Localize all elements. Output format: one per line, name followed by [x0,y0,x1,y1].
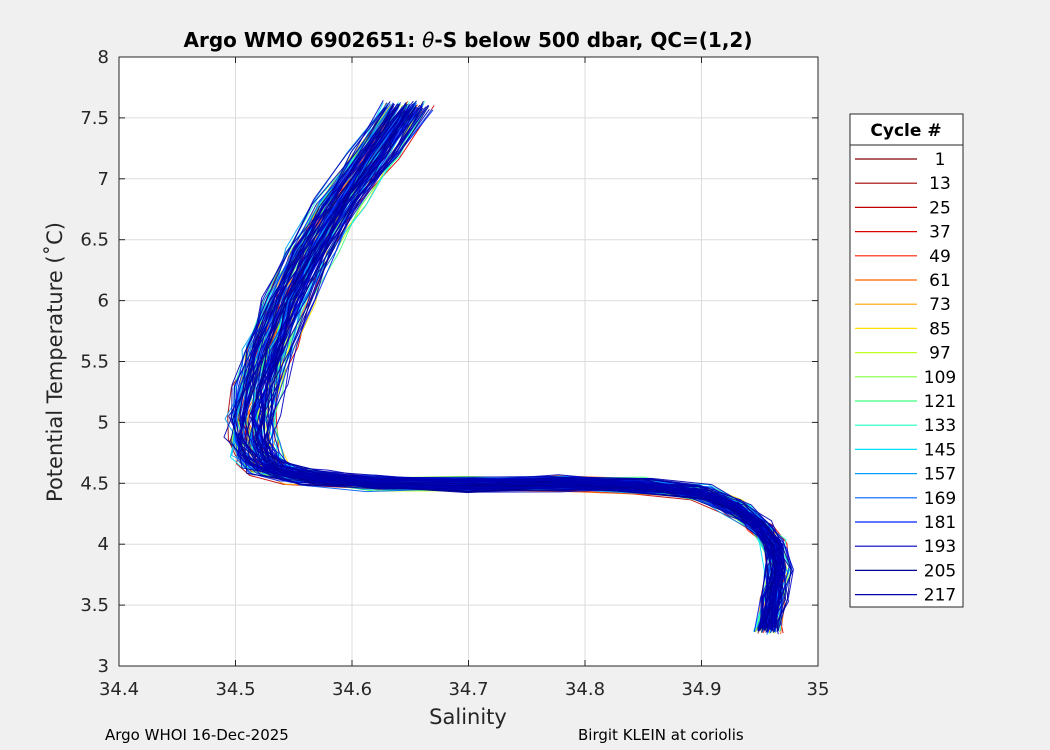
y-tick-labels: 3 3.5 4 4.5 5 5.5 6 6.5 7 7.5 8 [80,47,818,677]
legend-label: 85 [929,319,951,339]
profile-line [265,105,787,626]
profile-line [263,107,776,634]
x-tick-labels: 34.4 34.5 34.6 34.7 34.8 34.9 35 [99,57,829,700]
x-tick-label: 35 [807,679,830,700]
legend-label: 181 [924,513,956,533]
legend-label: 145 [924,440,956,460]
profile-line [230,107,777,630]
legend-label: 121 [924,392,956,412]
x-tick-label: 34.4 [99,679,139,700]
legend-box [849,113,964,608]
y-tick-label: 4 [98,534,109,555]
legend-label: 205 [924,561,956,581]
x-tick-label: 34.8 [565,679,605,700]
legend-label: 73 [929,295,951,315]
legend-label: 13 [929,174,951,194]
legend-label: 37 [929,223,951,243]
y-tick-label: 5 [98,412,109,433]
y-tick-label: 6 [98,291,109,312]
legend-label: 157 [924,465,956,485]
legend-label: 133 [924,416,956,436]
legend-label: 109 [924,368,956,388]
footer-left: Argo WHOI 16-Dec-2025 [105,726,289,744]
y-tick-label: 4.5 [80,473,109,494]
legend-label: 97 [929,344,951,364]
legend-title: Cycle # [870,121,941,141]
y-tick-label: 3 [98,656,109,677]
x-tick-label: 34.9 [681,679,721,700]
y-tick-label: 8 [98,47,109,68]
x-tick-label: 34.7 [448,679,488,700]
legend-label: 61 [929,271,951,291]
y-tick-label: 7 [98,169,109,190]
y-axis-label: Potential Temperature (˚C) [43,222,67,502]
profile-line [240,107,779,629]
x-tick-label: 34.6 [332,679,372,700]
chart-title: Argo WMO 6902651: θ-S below 500 dbar, QC… [184,28,753,52]
profile-line [241,108,774,632]
legend-label: 169 [924,489,956,509]
legend: Cycle # 1 13 25 37 49 61 73 85 97 109 121 133 145 157… [849,113,964,608]
profile-lines [223,100,794,635]
profile-line [247,105,781,631]
legend-label: 1 [935,150,946,170]
legend-label: 25 [929,198,951,218]
profile-line [266,104,782,626]
legend-label: 49 [929,247,951,267]
x-axis-label: Salinity [429,705,507,729]
legend-label: 193 [924,537,956,557]
footer-right: Birgit KLEIN at coriolis [578,726,744,744]
y-tick-label: 3.5 [80,595,109,616]
legend-items: 1 13 25 37 49 61 73 85 97 109 121 133 145 157 169 181 19… [855,150,956,606]
y-tick-label: 7.5 [80,108,109,129]
y-tick-label: 5.5 [80,352,109,373]
x-tick-label: 34.5 [215,679,255,700]
legend-label: 217 [924,586,956,606]
y-tick-label: 6.5 [80,230,109,251]
